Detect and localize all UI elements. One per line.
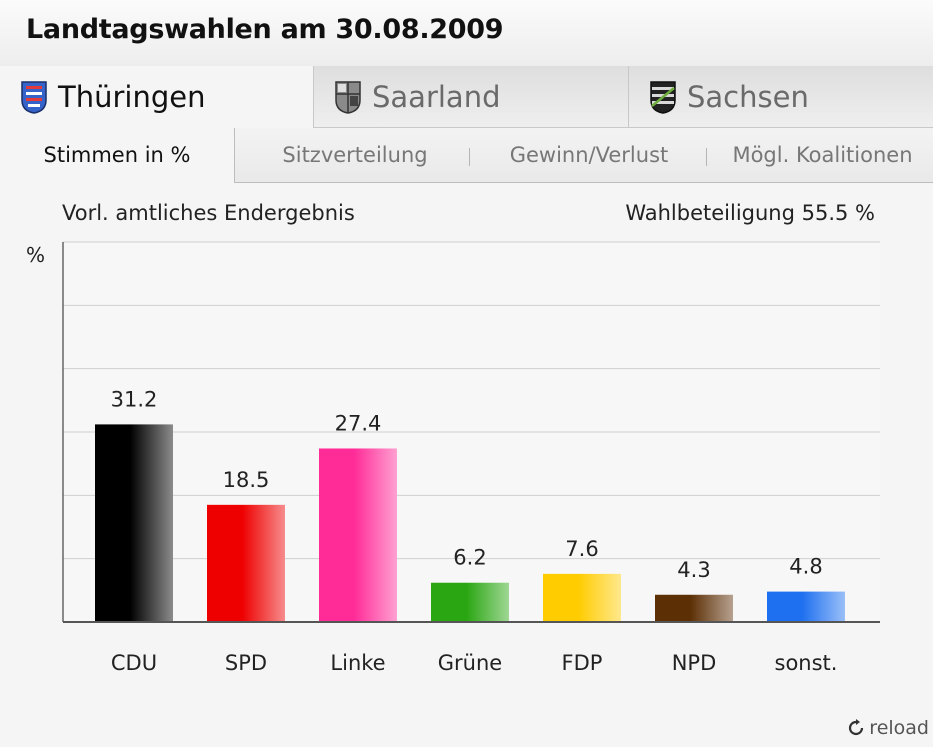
tab-divider-line: [313, 127, 933, 128]
category-label: NPD: [672, 651, 717, 675]
category-label: Linke: [330, 651, 385, 675]
category-label: sonst.: [775, 651, 838, 675]
result-status: Vorl. amtliches Endergebnis: [62, 201, 355, 225]
page-title: Landtagswahlen am 30.08.2009: [26, 14, 504, 45]
reload-label: reload: [869, 717, 929, 739]
thueringen-crest-icon: [21, 81, 47, 114]
tab-gewinn-verlust[interactable]: Gewinn/Verlust: [478, 128, 700, 182]
sub-tab-divider: [469, 148, 470, 166]
value-label: 4.3: [677, 558, 710, 582]
sub-tabs-bar: [234, 128, 933, 183]
tab-sachsen[interactable]: Sachsen: [628, 66, 933, 128]
sachsen-crest-icon: [650, 81, 676, 114]
tab-koalitionen[interactable]: Mögl. Koalitionen: [712, 128, 933, 182]
value-label: 7.6: [565, 537, 598, 561]
value-label: 4.8: [789, 555, 822, 579]
bar-sonst: [767, 591, 845, 622]
bar-npd: [655, 594, 733, 622]
category-label: SPD: [225, 651, 267, 675]
category-label: Grüne: [438, 651, 502, 675]
tab-label-gewinn-verlust: Gewinn/Verlust: [509, 143, 669, 167]
value-label: 18.5: [223, 468, 270, 492]
bar-fdp: [543, 573, 621, 622]
bar-cdu: [95, 424, 173, 622]
bar-linke: [319, 448, 397, 622]
tab-sitzverteilung[interactable]: Sitzverteilung: [250, 128, 460, 182]
sub-tab-divider: [706, 148, 707, 166]
y-axis-label: %: [26, 243, 45, 267]
tab-thueringen[interactable]: Thüringen: [0, 66, 313, 128]
tab-label-thueringen: Thüringen: [58, 80, 206, 114]
tab-label-koalitionen: Mögl. Koalitionen: [732, 143, 913, 167]
tab-label-sachsen: Sachsen: [687, 80, 809, 114]
reload-icon: [849, 719, 864, 736]
results-chart: % 31.2 CDU 18.5 SPD 27.4 Linke 6.2 Grüne 7.6 FDP 4…: [26, 241, 880, 675]
header-bar: Landtagswahlen am 30.08.2009: [0, 0, 933, 66]
tab-label-stimmen: Stimmen in %: [43, 143, 191, 167]
tab-stimmen[interactable]: Stimmen in %: [0, 128, 234, 182]
category-label: FDP: [562, 651, 603, 675]
value-label: 27.4: [335, 411, 382, 435]
tab-saarland[interactable]: Saarland: [313, 66, 628, 128]
saarland-crest-icon: [335, 81, 361, 114]
reload-button[interactable]: reload: [847, 717, 929, 739]
value-label: 6.2: [453, 546, 486, 570]
value-label: 31.2: [111, 387, 158, 411]
turnout: Wahlbeteiligung 55.5 %: [625, 201, 875, 225]
bar-spd: [207, 504, 285, 622]
tab-label-sitzverteilung: Sitzverteilung: [282, 143, 428, 167]
tab-label-saarland: Saarland: [372, 80, 501, 114]
bar-grne: [431, 582, 509, 622]
category-label: CDU: [111, 651, 157, 675]
